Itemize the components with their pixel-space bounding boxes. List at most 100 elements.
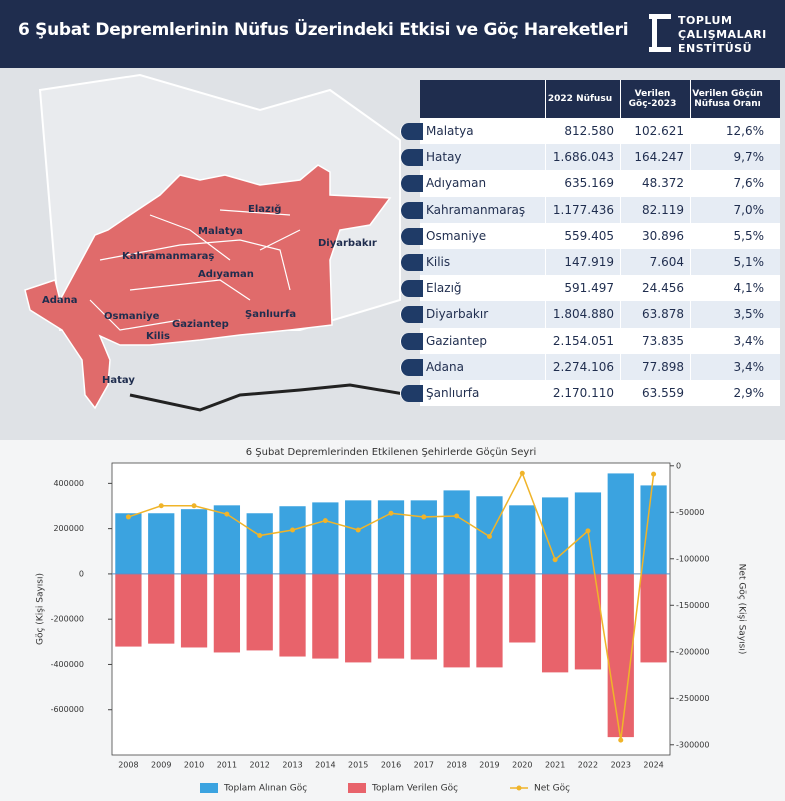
bar <box>607 473 634 574</box>
table-cell: Osmaniye <box>426 228 487 243</box>
bar <box>345 573 372 663</box>
map-label: Hatay <box>102 375 135 386</box>
table-cell: Kilis <box>426 255 451 270</box>
table-cell: 5,1% <box>690 248 780 276</box>
map-label: Elazığ <box>248 203 281 215</box>
logo-text: ÇALIŞMALARI <box>678 28 767 41</box>
bar <box>279 573 306 657</box>
table-cell: 102.621 <box>620 118 690 145</box>
bar <box>246 513 273 574</box>
bar <box>410 573 437 660</box>
table-cell: 3,4% <box>690 353 780 380</box>
map-label: Malatya <box>198 226 243 237</box>
table-cell: 9,7% <box>690 144 780 171</box>
table-cell: 7.604 <box>620 248 690 276</box>
table-cell: Elazığ <box>426 281 462 296</box>
bar <box>443 490 470 574</box>
table-cell: 591.497 <box>545 275 620 302</box>
bar <box>410 500 437 574</box>
x-tick-label: 2011 <box>217 761 237 770</box>
y-tick-label: -400000 <box>51 660 84 669</box>
x-tick-label: 2009 <box>151 761 171 770</box>
table-cell: Adıyaman <box>426 176 487 191</box>
bar <box>180 509 208 574</box>
x-tick-label: 2008 <box>118 761 138 770</box>
table-cell: 7,6% <box>690 170 780 197</box>
x-tick-label: 2022 <box>578 761 598 770</box>
table-cell: Gaziantep <box>426 333 487 348</box>
table-row: Hatay 1.686.043 164.247 9,7% <box>400 144 780 171</box>
line-point <box>125 514 131 520</box>
table-cell: 24.456 <box>620 275 690 302</box>
table-cell: 1.686.043 <box>545 144 620 171</box>
row-marker <box>400 201 423 219</box>
bar <box>148 513 175 574</box>
table-row: Kahramanmaraş 1.177.436 82.119 7,0% <box>400 196 780 223</box>
map-label: Şanlıurfa <box>245 309 296 320</box>
x-tick-label: 2013 <box>282 761 302 770</box>
province-borders <box>89 209 301 331</box>
row-marker <box>400 227 423 245</box>
x-tick-label: 2018 <box>446 761 466 770</box>
row-marker <box>400 253 423 271</box>
map-label: Gaziantep <box>172 319 229 330</box>
y-tick-label: -600000 <box>51 705 84 714</box>
legend-label: Toplam Alınan Göç <box>223 784 307 794</box>
table-cell: 3,5% <box>690 301 780 328</box>
bar <box>279 506 306 574</box>
legend-label: Toplam Verilen Göç <box>371 784 458 794</box>
bar <box>640 573 667 663</box>
y2-tick-label: -200000 <box>676 647 709 656</box>
line-point <box>486 533 492 539</box>
bar <box>180 573 208 648</box>
line-point <box>552 557 558 563</box>
table-cell: 63.559 <box>620 379 690 407</box>
table: 2022 Nüfusu Verilen Göç-2023 Verilen Göçün… <box>400 80 780 407</box>
table-cell: 12,6% <box>690 118 780 145</box>
bar <box>377 573 405 659</box>
table-cell: Diyarbakır <box>426 307 489 322</box>
table-cell: 2.154.051 <box>545 327 620 354</box>
bar <box>476 573 503 668</box>
map-label: Kahramanmaraş <box>122 251 214 262</box>
bar <box>640 485 667 574</box>
table-cell: 1.804.880 <box>545 301 620 328</box>
row-marker <box>400 332 423 350</box>
row-marker <box>400 123 423 140</box>
line-point <box>355 527 361 533</box>
header-cell: Verilen Göçün Nüfusa Oranı <box>690 80 780 118</box>
bar <box>246 573 273 651</box>
line-point <box>421 514 427 520</box>
y-axis-label: Göç (Kişi Sayısı) <box>36 573 46 645</box>
y2-tick-label: 0 <box>676 461 681 470</box>
x-tick-label: 2023 <box>611 761 631 770</box>
table-cell: Kahramanmaraş <box>426 202 526 217</box>
logo: TOPLUM ÇALIŞMALARI ENSTİTÜSÜ <box>649 12 782 58</box>
line-point <box>322 518 328 524</box>
table-cell: 147.919 <box>545 248 620 276</box>
table-cell: 48.372 <box>620 170 690 197</box>
bar <box>213 505 241 574</box>
table-cell: Şanlıurfa <box>426 385 480 400</box>
bar <box>115 513 142 574</box>
table-row: Şanlıurfa 2.170.110 63.559 2,9% <box>400 379 780 407</box>
table-cell: Hatay <box>426 150 462 165</box>
line-point <box>257 533 263 539</box>
row-marker <box>400 306 423 324</box>
map-label: Diyarbakır <box>318 238 377 249</box>
line-point <box>191 503 197 509</box>
table-cell: 5,5% <box>690 222 780 249</box>
table-cell: 2,9% <box>690 379 780 407</box>
x-tick-label: 2016 <box>381 761 401 770</box>
bar <box>148 573 175 644</box>
table-cell: 164.247 <box>620 144 690 171</box>
table-cell: 77.898 <box>620 353 690 380</box>
x-tick-label: 2017 <box>414 761 434 770</box>
bar <box>345 500 372 574</box>
y2-tick-label: -250000 <box>676 694 709 703</box>
bar <box>509 505 536 574</box>
y2-tick-label: -150000 <box>676 601 709 610</box>
table-header: 2022 Nüfusu Verilen Göç-2023 Verilen Göçün… <box>420 80 780 118</box>
table-row: Malatya 812.580 102.621 12,6% <box>400 118 780 145</box>
table-cell: Adana <box>426 359 464 374</box>
